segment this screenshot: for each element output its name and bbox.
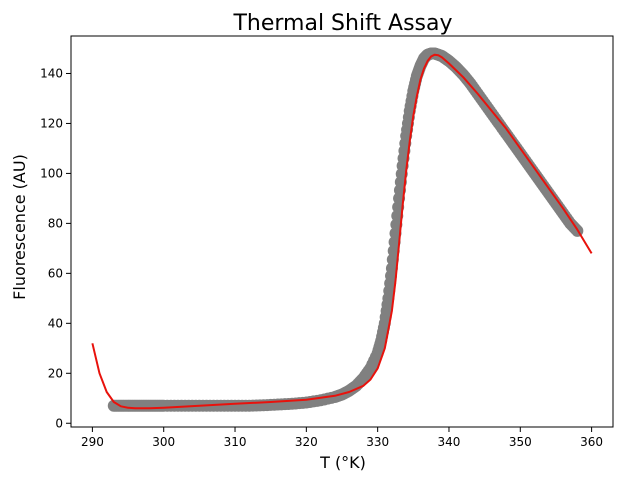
scatter-series xyxy=(107,47,584,412)
y-tick-label: 140 xyxy=(40,66,63,80)
y-tick-label: 120 xyxy=(40,116,63,130)
y-axis-label: Fluorescence (AU) xyxy=(10,154,29,300)
y-tick-label: 60 xyxy=(48,266,63,280)
y-tick-label: 80 xyxy=(48,216,63,230)
x-axis-label: T (°K) xyxy=(319,453,366,472)
scatter-point xyxy=(389,227,402,240)
fit-line xyxy=(91,53,593,410)
x-tick-label: 350 xyxy=(509,435,532,449)
chart-title: Thermal Shift Assay xyxy=(232,11,452,36)
y-tick-label: 40 xyxy=(48,316,63,330)
scatter-point xyxy=(386,253,399,266)
x-tick-label: 360 xyxy=(580,435,603,449)
scatter-point xyxy=(390,218,403,231)
scatter-point xyxy=(385,262,398,275)
x-tick-label: 330 xyxy=(366,435,389,449)
x-axis: 290 300 310 320 330 340 350 360 xyxy=(81,427,603,449)
y-tick-label: 100 xyxy=(40,166,63,180)
x-tick-label: 320 xyxy=(295,435,318,449)
x-tick-label: 300 xyxy=(152,435,175,449)
y-tick-label: 0 xyxy=(55,416,63,430)
x-tick-label: 310 xyxy=(224,435,247,449)
scatter-point xyxy=(392,201,405,214)
y-axis: 0 20 40 60 80 100 120 140 xyxy=(40,66,71,430)
scatter-point xyxy=(387,244,400,257)
scatter-point xyxy=(388,236,401,249)
y-tick-label: 20 xyxy=(48,366,63,380)
plot-area xyxy=(91,47,593,412)
scatter-point xyxy=(391,209,404,222)
x-tick-label: 340 xyxy=(438,435,461,449)
plot-frame xyxy=(70,35,614,428)
x-tick-label: 290 xyxy=(81,435,104,449)
